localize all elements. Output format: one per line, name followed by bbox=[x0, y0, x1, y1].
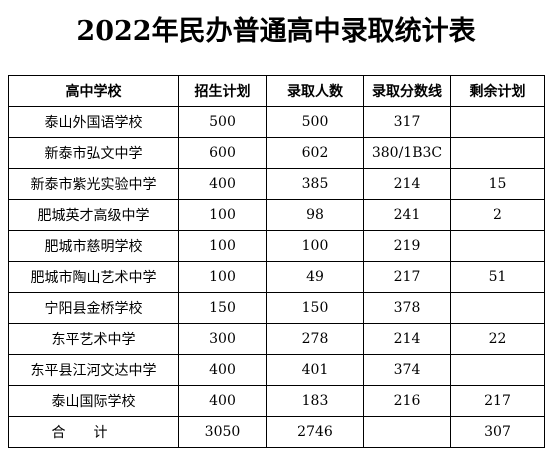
cutoff-cell: 219 bbox=[363, 230, 451, 262]
school-cell: 泰山国际学校 bbox=[8, 385, 179, 417]
admitted-cell: 278 bbox=[266, 323, 364, 355]
cutoff-cell: 317 bbox=[363, 106, 451, 138]
admitted-cell: 401 bbox=[266, 354, 364, 386]
total-admitted: 2746 bbox=[266, 416, 364, 448]
total-remaining: 307 bbox=[450, 416, 545, 448]
admission-table: 高中学校 招生计划 录取人数 录取分数线 剩余计划 泰山外国语学校 500 50… bbox=[8, 75, 545, 448]
cutoff-cell: 378 bbox=[363, 292, 451, 324]
school-cell: 泰山外国语学校 bbox=[8, 106, 179, 138]
plan-cell: 600 bbox=[178, 137, 267, 169]
table-row: 东平艺术中学 300 278 214 22 bbox=[8, 323, 545, 355]
school-cell: 东平县江河文达中学 bbox=[8, 354, 179, 386]
header-plan: 招生计划 bbox=[178, 75, 267, 107]
header-cutoff-score: 录取分数线 bbox=[363, 75, 451, 107]
page-title: 2022年民办普通高中录取统计表 bbox=[76, 16, 476, 47]
cutoff-cell: 217 bbox=[363, 261, 451, 293]
table-row: 东平县江河文达中学 400 401 374 bbox=[8, 354, 545, 386]
plan-cell: 400 bbox=[178, 168, 267, 200]
remaining-cell bbox=[450, 230, 545, 262]
remaining-cell: 217 bbox=[450, 385, 545, 417]
admitted-cell: 150 bbox=[266, 292, 364, 324]
plan-cell: 300 bbox=[178, 323, 267, 355]
remaining-cell: 22 bbox=[450, 323, 545, 355]
remaining-cell bbox=[450, 137, 545, 169]
table-row: 宁阳县金桥学校 150 150 378 bbox=[8, 292, 545, 324]
cutoff-cell: 374 bbox=[363, 354, 451, 386]
table-row: 新泰市弘文中学 600 602 380/1B3C bbox=[8, 137, 545, 169]
remaining-cell: 2 bbox=[450, 199, 545, 231]
table-row: 肥城英才高级中学 100 98 241 2 bbox=[8, 199, 545, 231]
remaining-cell: 15 bbox=[450, 168, 545, 200]
total-cutoff bbox=[363, 416, 451, 448]
admitted-cell: 385 bbox=[266, 168, 364, 200]
cutoff-cell: 216 bbox=[363, 385, 451, 417]
table-row: 新泰市紫光实验中学 400 385 214 15 bbox=[8, 168, 545, 200]
remaining-cell bbox=[450, 106, 545, 138]
admitted-cell: 98 bbox=[266, 199, 364, 231]
school-cell: 肥城英才高级中学 bbox=[8, 199, 179, 231]
table-row: 泰山国际学校 400 183 216 217 bbox=[8, 385, 545, 417]
plan-cell: 100 bbox=[178, 261, 267, 293]
plan-cell: 100 bbox=[178, 199, 267, 231]
school-cell: 东平艺术中学 bbox=[8, 323, 179, 355]
remaining-cell: 51 bbox=[450, 261, 545, 293]
admitted-cell: 500 bbox=[266, 106, 364, 138]
cutoff-cell: 380/1B3C bbox=[363, 137, 451, 169]
plan-cell: 100 bbox=[178, 230, 267, 262]
total-plan: 3050 bbox=[178, 416, 267, 448]
cutoff-cell: 241 bbox=[363, 199, 451, 231]
remaining-cell bbox=[450, 354, 545, 386]
school-cell: 宁阳县金桥学校 bbox=[8, 292, 179, 324]
school-cell: 肥城市慈明学校 bbox=[8, 230, 179, 262]
admitted-cell: 100 bbox=[266, 230, 364, 262]
cutoff-cell: 214 bbox=[363, 323, 451, 355]
table-row: 泰山外国语学校 500 500 317 bbox=[8, 106, 545, 138]
plan-cell: 500 bbox=[178, 106, 267, 138]
header-remaining: 剩余计划 bbox=[450, 75, 545, 107]
school-cell: 新泰市弘文中学 bbox=[8, 137, 179, 169]
school-cell: 肥城市陶山艺术中学 bbox=[8, 261, 179, 293]
table-row: 肥城市陶山艺术中学 100 49 217 51 bbox=[8, 261, 545, 293]
plan-cell: 400 bbox=[178, 385, 267, 417]
total-label: 合计 bbox=[8, 416, 179, 448]
school-cell: 新泰市紫光实验中学 bbox=[8, 168, 179, 200]
cutoff-cell: 214 bbox=[363, 168, 451, 200]
admitted-cell: 183 bbox=[266, 385, 364, 417]
remaining-cell bbox=[450, 292, 545, 324]
table-row: 肥城市慈明学校 100 100 219 bbox=[8, 230, 545, 262]
admitted-cell: 49 bbox=[266, 261, 364, 293]
plan-cell: 400 bbox=[178, 354, 267, 386]
header-row: 高中学校 招生计划 录取人数 录取分数线 剩余计划 bbox=[8, 75, 545, 107]
total-row: 合计 3050 2746 307 bbox=[8, 416, 545, 448]
header-school: 高中学校 bbox=[8, 75, 179, 107]
header-admitted: 录取人数 bbox=[266, 75, 364, 107]
admitted-cell: 602 bbox=[266, 137, 364, 169]
plan-cell: 150 bbox=[178, 292, 267, 324]
